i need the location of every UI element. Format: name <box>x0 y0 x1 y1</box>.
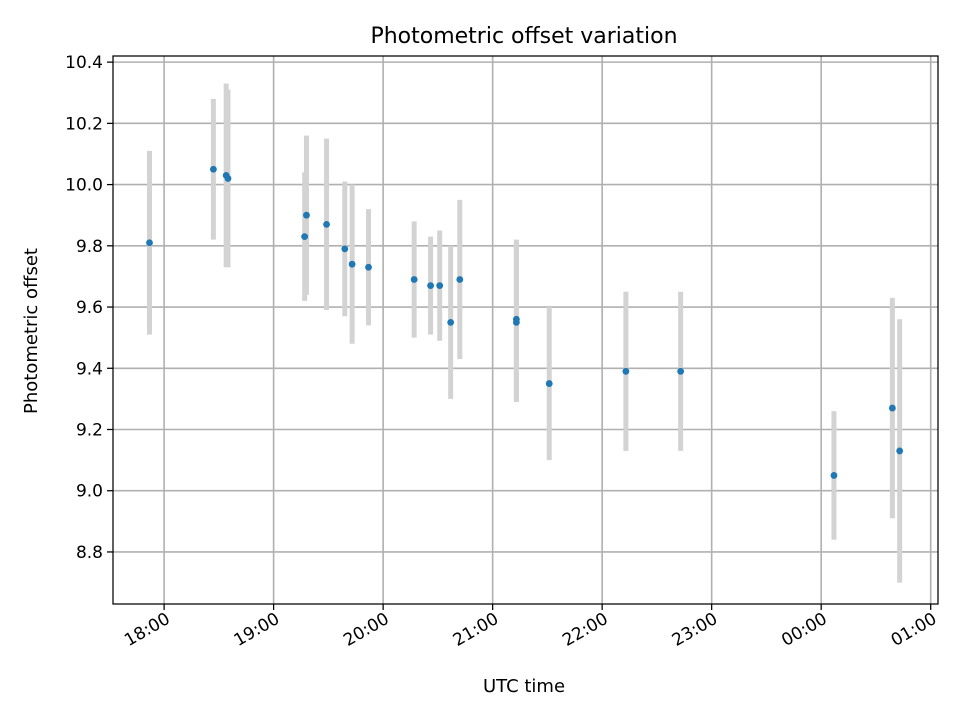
data-point <box>888 404 896 412</box>
y-tick-label: 9.2 <box>76 420 103 440</box>
grid-lines <box>113 56 938 604</box>
data-points <box>146 165 904 479</box>
y-tick-label: 9.6 <box>76 298 103 318</box>
data-point <box>224 175 232 182</box>
data-point <box>341 245 349 253</box>
data-point <box>545 380 553 387</box>
data-point <box>436 282 444 290</box>
data-point <box>456 276 464 283</box>
data-point <box>301 233 309 241</box>
data-point <box>323 220 330 228</box>
data-point <box>622 367 630 375</box>
y-tick-label: 10.0 <box>65 176 103 196</box>
y-tick-label: 8.8 <box>76 543 103 563</box>
y-tick-label: 10.4 <box>65 53 103 73</box>
data-point <box>512 318 520 326</box>
data-point <box>830 472 838 479</box>
data-point <box>303 211 310 219</box>
data-point <box>410 276 418 283</box>
data-point <box>348 260 356 268</box>
chart-title: Photometric offset variation <box>370 24 677 49</box>
data-point <box>447 318 455 326</box>
data-point <box>677 367 685 375</box>
data-point <box>146 239 153 247</box>
data-point <box>365 263 372 271</box>
data-point <box>427 282 434 290</box>
x-axis-label: UTC time <box>483 676 565 697</box>
y-axis-ticks: 8.8 9.0 9.2 9.4 9.6 9.8 10.0 10.2 10.4 <box>65 53 113 563</box>
y-tick-label: 9.8 <box>76 237 103 257</box>
plot-area-frame <box>112 55 939 605</box>
data-point <box>209 165 217 173</box>
y-tick-label: 9.0 <box>76 482 103 502</box>
y-tick-label: 9.4 <box>76 359 103 379</box>
y-axis-label: Photometric offset <box>21 248 42 414</box>
y-tick-label: 10.2 <box>65 114 103 134</box>
data-point <box>896 447 904 455</box>
